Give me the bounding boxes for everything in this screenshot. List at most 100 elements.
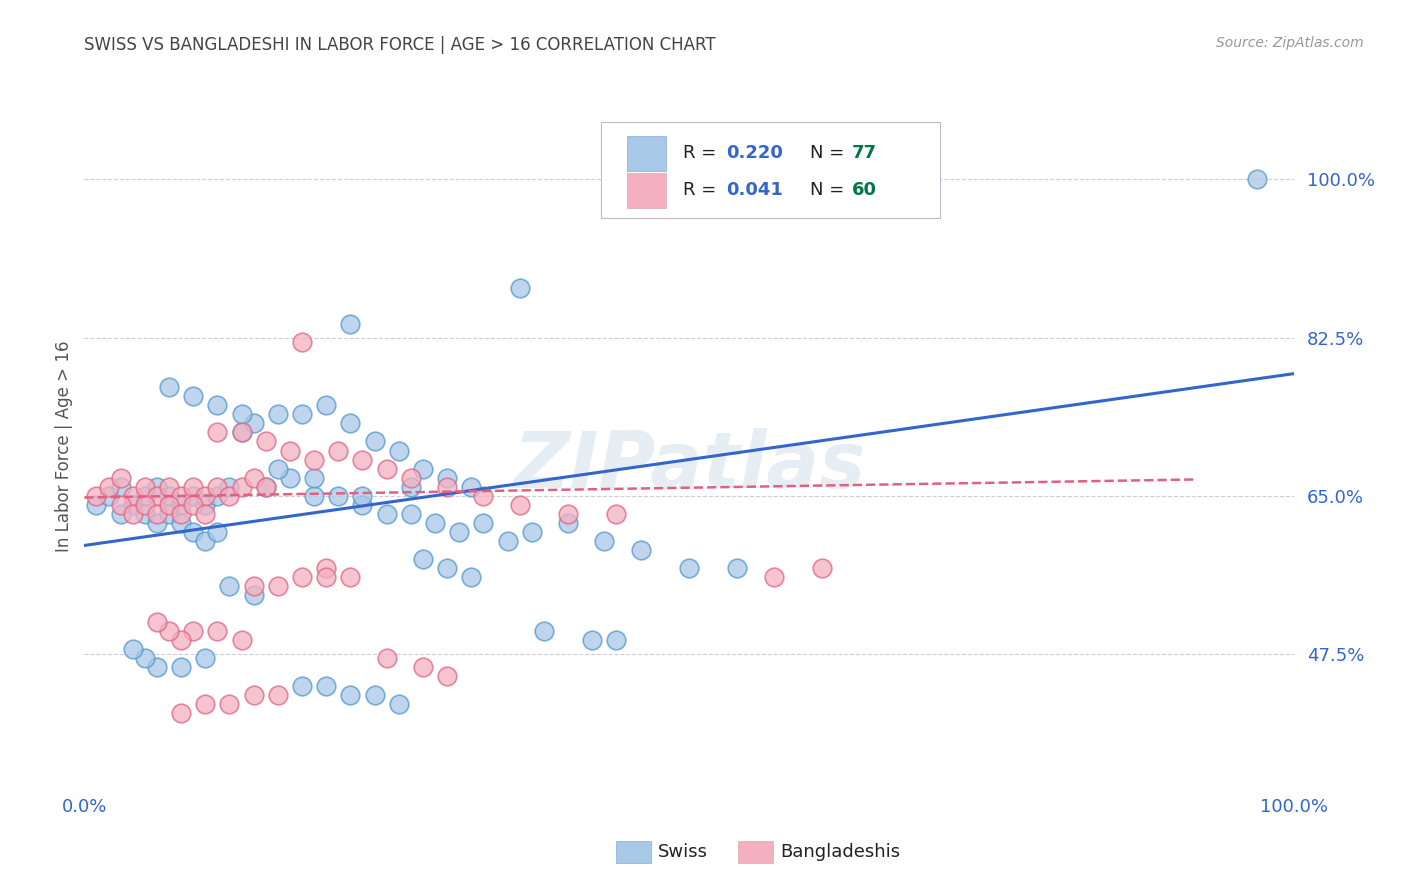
Point <box>412 660 434 674</box>
Point <box>194 489 217 503</box>
Point <box>86 498 108 512</box>
Point <box>339 317 361 331</box>
Point <box>146 516 169 530</box>
Point <box>181 624 204 639</box>
Point <box>423 516 446 530</box>
Point <box>291 334 314 349</box>
Point <box>157 380 180 394</box>
Point <box>509 498 531 512</box>
Point <box>146 660 169 674</box>
Text: ZIPatlas: ZIPatlas <box>513 428 865 504</box>
Point <box>291 679 314 693</box>
Point <box>460 480 482 494</box>
Point <box>460 570 482 584</box>
Point <box>352 452 374 467</box>
Point <box>121 642 143 657</box>
Point <box>315 570 337 584</box>
Point <box>557 516 579 530</box>
Point <box>181 389 204 403</box>
Point <box>328 443 350 458</box>
Point <box>194 533 217 548</box>
Point <box>231 408 253 422</box>
Point <box>436 561 458 575</box>
Point <box>218 480 240 494</box>
Text: R =: R = <box>683 145 721 162</box>
Point <box>339 570 361 584</box>
Point <box>242 470 264 484</box>
Point <box>557 507 579 521</box>
Point <box>170 660 193 674</box>
Point <box>207 425 229 440</box>
Point <box>134 480 156 494</box>
Point <box>630 543 652 558</box>
Point <box>157 489 180 503</box>
Point <box>593 533 616 548</box>
Text: N =: N = <box>810 145 849 162</box>
Point <box>254 480 277 494</box>
Point <box>110 507 132 521</box>
Point <box>231 633 253 648</box>
Point <box>375 651 398 665</box>
Point <box>328 489 350 503</box>
Point <box>412 461 434 475</box>
Point <box>278 443 301 458</box>
Point <box>388 697 411 711</box>
Point <box>134 489 156 503</box>
Point <box>436 470 458 484</box>
Point <box>375 507 398 521</box>
Point <box>388 443 411 458</box>
Point <box>207 480 229 494</box>
Point <box>134 498 156 512</box>
Point <box>605 633 627 648</box>
Point <box>134 651 156 665</box>
Point <box>291 408 314 422</box>
Point <box>352 498 374 512</box>
Point <box>242 579 264 593</box>
Point <box>157 480 180 494</box>
FancyBboxPatch shape <box>627 173 666 208</box>
Point <box>231 480 253 494</box>
Point <box>242 417 264 431</box>
Point <box>678 561 700 575</box>
Text: Bangladeshis: Bangladeshis <box>780 843 900 861</box>
Point <box>267 579 290 593</box>
Point <box>231 425 253 440</box>
Point <box>86 489 108 503</box>
Point <box>134 507 156 521</box>
Point <box>170 507 193 521</box>
Point <box>509 281 531 295</box>
Point <box>315 398 337 412</box>
Point <box>207 524 229 539</box>
Point <box>181 498 204 512</box>
Point <box>315 679 337 693</box>
Text: 60: 60 <box>852 181 877 200</box>
Point <box>725 561 748 575</box>
Point <box>110 470 132 484</box>
Text: 0.041: 0.041 <box>727 181 783 200</box>
Point <box>291 570 314 584</box>
Point <box>170 498 193 512</box>
Point <box>170 516 193 530</box>
Point <box>157 624 180 639</box>
Point <box>218 697 240 711</box>
Point <box>218 489 240 503</box>
Point <box>121 507 143 521</box>
Point <box>399 507 422 521</box>
Point <box>157 507 180 521</box>
Point <box>170 489 193 503</box>
Point <box>110 498 132 512</box>
Text: N =: N = <box>810 181 849 200</box>
Point <box>181 524 204 539</box>
Point <box>375 461 398 475</box>
Point <box>218 579 240 593</box>
Point <box>170 706 193 720</box>
Point <box>302 452 325 467</box>
Point <box>97 489 120 503</box>
Point <box>436 480 458 494</box>
Point <box>412 552 434 566</box>
Point <box>110 480 132 494</box>
Point <box>254 434 277 449</box>
Point <box>267 461 290 475</box>
Text: 77: 77 <box>852 145 877 162</box>
Text: SWISS VS BANGLADESHI IN LABOR FORCE | AGE > 16 CORRELATION CHART: SWISS VS BANGLADESHI IN LABOR FORCE | AG… <box>84 36 716 54</box>
